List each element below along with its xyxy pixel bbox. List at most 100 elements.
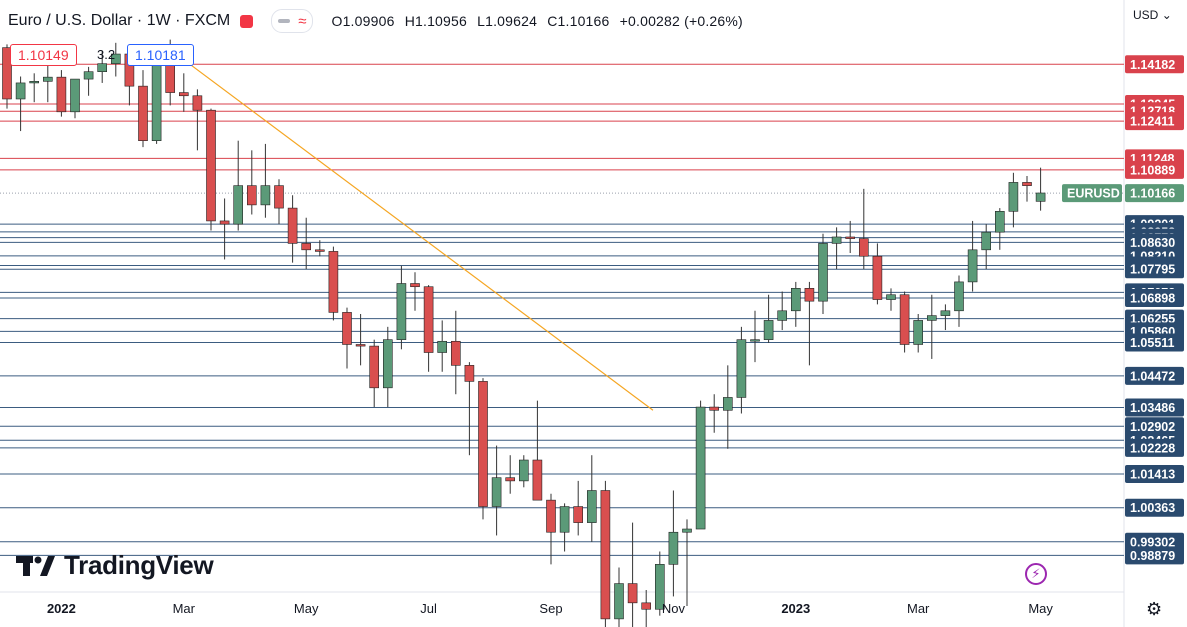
candle[interactable] bbox=[777, 310, 788, 321]
sell-button[interactable]: 1.10149 bbox=[10, 44, 77, 66]
candle[interactable] bbox=[314, 249, 325, 252]
candle[interactable] bbox=[872, 255, 883, 300]
candle[interactable] bbox=[70, 78, 80, 113]
candle[interactable] bbox=[899, 294, 910, 345]
resistance-price-label: 1.10889 bbox=[1130, 163, 1175, 177]
support-price-label-bg bbox=[1125, 260, 1184, 279]
tradingview-logo[interactable]: TradingView bbox=[16, 550, 214, 581]
candle[interactable] bbox=[287, 207, 298, 244]
candle[interactable] bbox=[233, 185, 243, 225]
candle[interactable] bbox=[654, 564, 665, 610]
candle[interactable] bbox=[668, 531, 679, 565]
candle[interactable] bbox=[83, 71, 94, 80]
candle[interactable] bbox=[641, 602, 652, 610]
candle[interactable] bbox=[151, 53, 162, 141]
candle[interactable] bbox=[396, 283, 407, 340]
candle[interactable] bbox=[505, 477, 516, 482]
candle[interactable] bbox=[750, 339, 760, 342]
candle[interactable] bbox=[15, 82, 26, 100]
candle[interactable] bbox=[763, 320, 774, 340]
market-status-icon[interactable] bbox=[240, 14, 254, 28]
support-price-label: 1.04472 bbox=[1130, 369, 1175, 383]
candle[interactable] bbox=[790, 288, 801, 312]
candle[interactable] bbox=[97, 63, 107, 72]
candle[interactable] bbox=[926, 315, 937, 321]
candle[interactable] bbox=[450, 340, 461, 366]
candle[interactable] bbox=[328, 251, 339, 313]
candle[interactable] bbox=[981, 231, 992, 251]
candle[interactable] bbox=[410, 283, 420, 288]
candle[interactable] bbox=[382, 339, 393, 389]
buy-button[interactable]: 1.10181 bbox=[127, 44, 194, 66]
candle[interactable] bbox=[586, 490, 597, 523]
candle[interactable] bbox=[518, 459, 529, 482]
currency-selector[interactable]: USD ⌄ bbox=[1133, 8, 1172, 22]
candle[interactable] bbox=[2, 47, 12, 100]
candle[interactable] bbox=[1022, 182, 1032, 186]
support-price-label: 0.98879 bbox=[1130, 549, 1175, 563]
support-price-label-bg bbox=[1125, 417, 1184, 436]
symbol-title[interactable]: Euro / U.S. Dollar · 1W · FXCM bbox=[8, 12, 231, 29]
candle[interactable] bbox=[56, 76, 67, 113]
candle[interactable] bbox=[355, 344, 366, 347]
currency-label: USD bbox=[1133, 8, 1159, 22]
candle[interactable] bbox=[709, 406, 720, 411]
candle[interactable] bbox=[274, 185, 284, 209]
candle[interactable] bbox=[804, 288, 815, 302]
candle[interactable] bbox=[29, 81, 40, 84]
candle[interactable] bbox=[831, 236, 842, 244]
support-price-label: 0.99302 bbox=[1130, 535, 1175, 549]
candle[interactable] bbox=[559, 506, 570, 533]
candle[interactable] bbox=[886, 294, 896, 300]
sell-price: 1.10149 bbox=[18, 47, 69, 63]
candle[interactable] bbox=[913, 320, 924, 345]
candle[interactable] bbox=[464, 365, 475, 382]
candle[interactable] bbox=[818, 243, 828, 302]
candle[interactable] bbox=[192, 95, 203, 111]
candle[interactable] bbox=[994, 211, 1005, 233]
chevron-down-icon: ⌄ bbox=[1161, 8, 1172, 22]
candle[interactable] bbox=[546, 499, 556, 533]
candle[interactable] bbox=[722, 397, 733, 411]
gear-icon[interactable]: ⚙ bbox=[1146, 599, 1163, 619]
candle[interactable] bbox=[1008, 182, 1019, 212]
candle[interactable] bbox=[491, 477, 502, 507]
candle[interactable] bbox=[532, 459, 543, 501]
time-axis-label: Nov bbox=[662, 601, 686, 616]
candle[interactable] bbox=[954, 281, 964, 312]
candle[interactable] bbox=[736, 339, 747, 398]
trendline[interactable] bbox=[163, 43, 654, 411]
candle[interactable] bbox=[573, 506, 584, 523]
collapse-icon[interactable] bbox=[278, 19, 291, 23]
support-price-label-bg bbox=[1125, 532, 1184, 551]
candle[interactable] bbox=[423, 286, 434, 353]
candle[interactable] bbox=[369, 345, 380, 389]
candle[interactable] bbox=[206, 109, 216, 222]
candle[interactable] bbox=[600, 490, 611, 620]
candle[interactable] bbox=[247, 185, 257, 206]
candle[interactable] bbox=[627, 583, 638, 604]
wave-icon[interactable]: ≈ bbox=[298, 12, 307, 30]
candle[interactable] bbox=[682, 528, 692, 533]
candle[interactable] bbox=[179, 92, 189, 97]
candle[interactable] bbox=[858, 238, 869, 257]
candle[interactable] bbox=[260, 185, 271, 206]
candle[interactable] bbox=[614, 583, 624, 620]
indicator-toggle[interactable]: ≈ bbox=[271, 9, 314, 33]
lightning-icon[interactable]: ⚡ bbox=[1025, 563, 1047, 585]
candle[interactable] bbox=[845, 236, 856, 239]
candle[interactable] bbox=[111, 53, 121, 64]
candle[interactable] bbox=[138, 85, 148, 141]
candle[interactable] bbox=[219, 220, 230, 225]
candle[interactable] bbox=[42, 76, 53, 82]
candle[interactable] bbox=[1035, 192, 1046, 202]
candle[interactable] bbox=[695, 406, 706, 530]
candle[interactable] bbox=[478, 381, 488, 507]
candle[interactable] bbox=[940, 310, 951, 316]
candle[interactable] bbox=[342, 312, 352, 345]
candle[interactable] bbox=[301, 243, 312, 251]
candle[interactable] bbox=[437, 340, 448, 353]
candle[interactable] bbox=[967, 249, 978, 283]
